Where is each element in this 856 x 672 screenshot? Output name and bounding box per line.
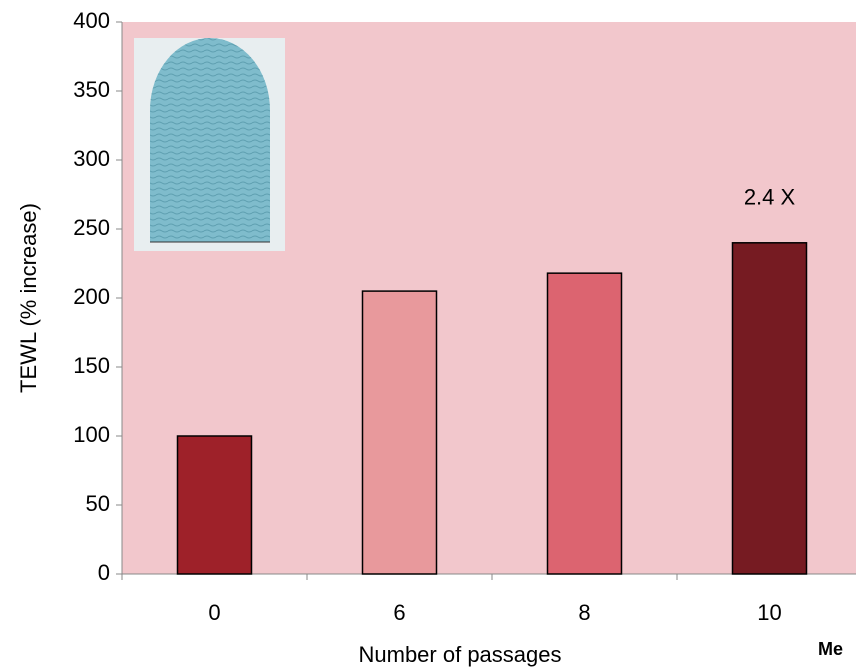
bar bbox=[176, 435, 253, 575]
y-tick-label: 100 bbox=[73, 422, 110, 447]
bar bbox=[546, 272, 623, 575]
y-tick-label: 400 bbox=[73, 8, 110, 33]
y-tick-label: 50 bbox=[86, 491, 110, 516]
y-axis-label: TEWL (% increase) bbox=[16, 203, 41, 393]
x-tick-label: 0 bbox=[208, 600, 220, 625]
x-axis-label: Number of passages bbox=[359, 642, 562, 667]
bar bbox=[731, 242, 808, 575]
annotation: 2.4 X bbox=[744, 185, 796, 210]
x-tick-label: 8 bbox=[578, 600, 590, 625]
y-tick-label: 150 bbox=[73, 353, 110, 378]
thumbnail bbox=[134, 38, 285, 251]
x-tick-label: 10 bbox=[757, 600, 781, 625]
y-tick-label: 250 bbox=[73, 215, 110, 240]
y-tick-label: 0 bbox=[98, 560, 110, 585]
y-tick-label: 300 bbox=[73, 146, 110, 171]
bar bbox=[361, 290, 438, 575]
footnote: Me bbox=[818, 639, 843, 659]
x-tick-label: 6 bbox=[393, 600, 405, 625]
y-tick-label: 200 bbox=[73, 284, 110, 309]
y-tick-label: 350 bbox=[73, 77, 110, 102]
